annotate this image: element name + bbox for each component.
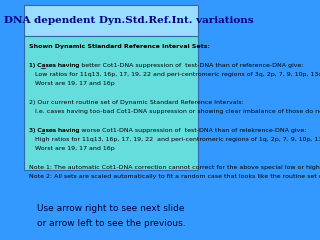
Text: 3) Cases having worse: 3) Cases having worse xyxy=(29,128,100,132)
Text: 1) Cases having: 1) Cases having xyxy=(29,63,82,68)
Text: Note 1: The automatic Cot1-DNA correction cannot correct for the above special l: Note 1: The automatic Cot1-DNA correctio… xyxy=(29,165,320,169)
Text: Use arrow right to see next slide: Use arrow right to see next slide xyxy=(37,204,185,213)
FancyBboxPatch shape xyxy=(24,36,198,170)
Text: 1) Cases having better: 1) Cases having better xyxy=(29,63,101,68)
Text: 3) Cases having worse Cot1-DNA suppression of  test-DNA than of relekrence-DNA g: 3) Cases having worse Cot1-DNA suppressi… xyxy=(29,128,307,132)
Text: High ratios for 11q13, 16p, 17, 19, 22  and peri-centromeric regions of 1q, 2p, : High ratios for 11q13, 16p, 17, 19, 22 a… xyxy=(29,137,320,142)
Text: 2) Our current routine set of Dynamic Standard Reference Intervals:: 2) Our current routine set of Dynamic St… xyxy=(29,100,244,105)
Text: Cot1- DNA dependent Dyn.Std.Ref.Int. variations: Cot1- DNA dependent Dyn.Std.Ref.Int. var… xyxy=(0,16,253,25)
Text: 3) Cases having: 3) Cases having xyxy=(29,128,82,132)
Text: Worst are 19, 17 and 16p: Worst are 19, 17 and 16p xyxy=(29,81,115,86)
Text: Low ratios for 11q13, 16p, 17, 19, 22 and peri-centromeric regions of 3q, 2p, 7,: Low ratios for 11q13, 16p, 17, 19, 22 an… xyxy=(29,72,320,77)
Text: 1) Cases having: 1) Cases having xyxy=(29,63,82,68)
Text: 3) Cases having: 3) Cases having xyxy=(29,128,82,132)
FancyBboxPatch shape xyxy=(24,5,198,36)
Text: Note 2: All sets are scaled automatically to fit a random case that looks like t: Note 2: All sets are scaled automaticall… xyxy=(29,174,320,179)
Text: Worst are 19, 17 and 16p: Worst are 19, 17 and 16p xyxy=(29,146,115,151)
Text: or arrow left to see the previous.: or arrow left to see the previous. xyxy=(36,219,185,228)
Text: 1) Cases having better Cot1-DNA suppression of  test-DNA than of reference-DNA g: 1) Cases having better Cot1-DNA suppress… xyxy=(29,63,304,68)
Text: Shown Dynamic Stiandard Reference Interval Sets:: Shown Dynamic Stiandard Reference Interv… xyxy=(29,44,211,49)
Text: I.e. cases having too-bad Cot1-DNA suppression or showing clear imbalance of tho: I.e. cases having too-bad Cot1-DNA suppr… xyxy=(29,109,320,114)
